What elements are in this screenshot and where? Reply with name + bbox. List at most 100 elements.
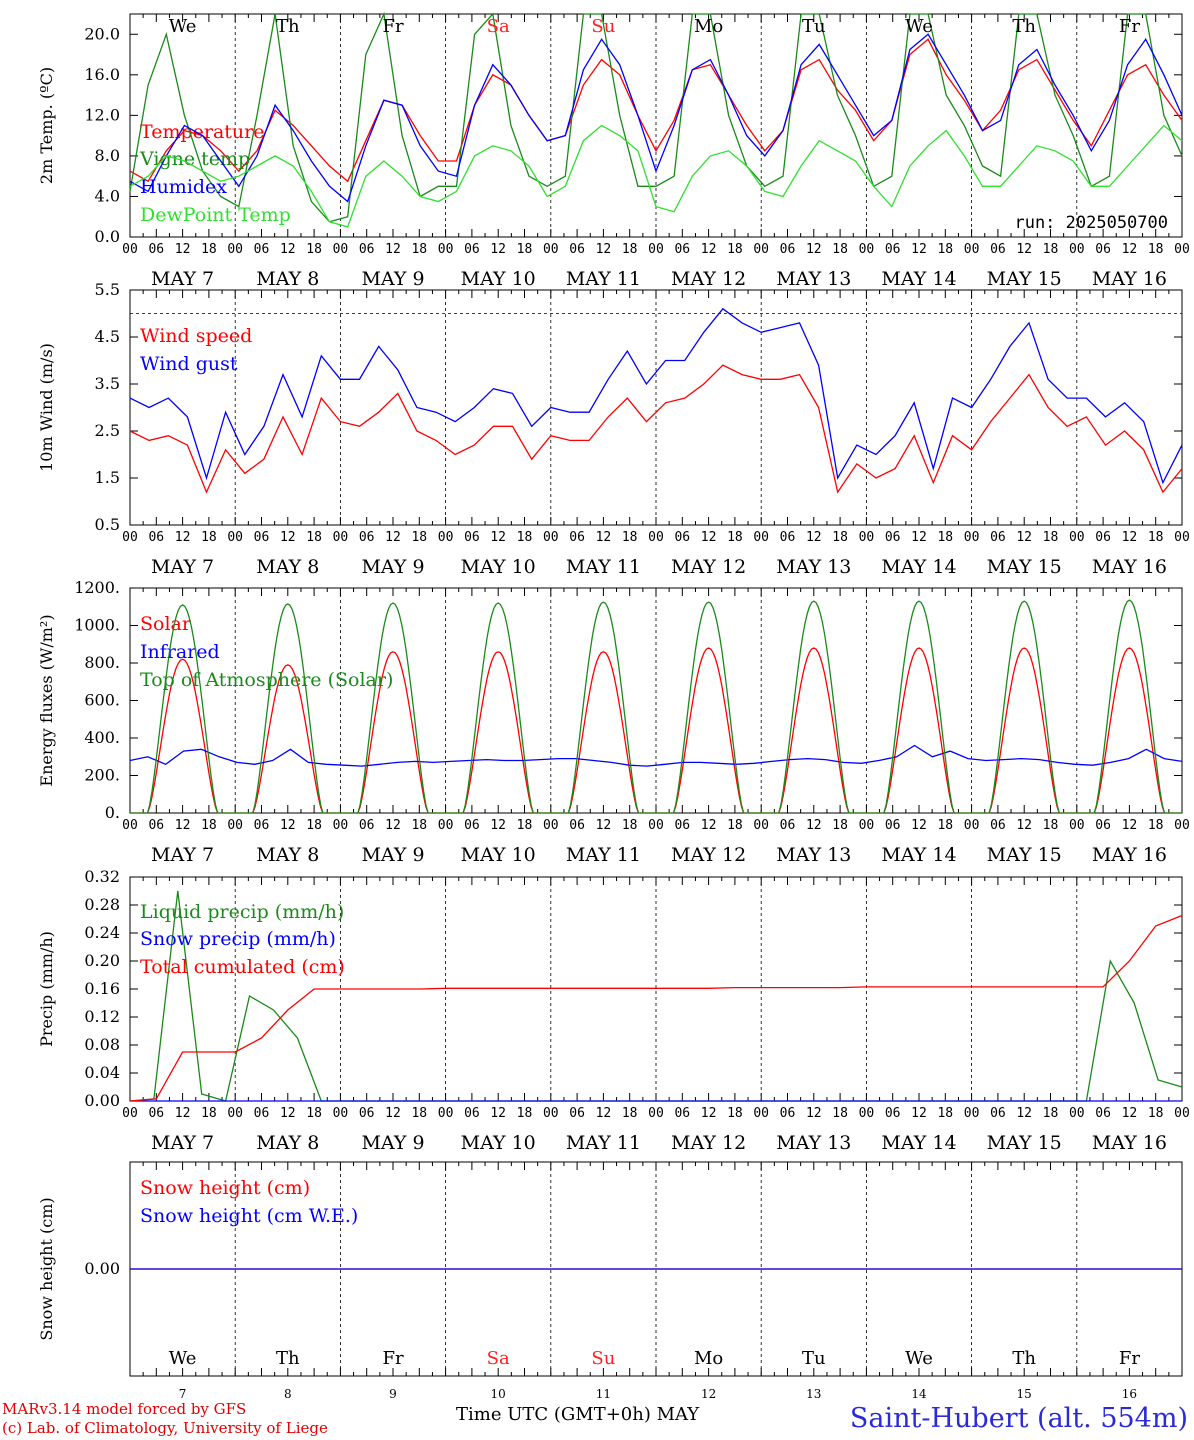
hour-tick-label: 18	[1043, 1106, 1059, 1121]
hour-tick-label: 12	[385, 530, 401, 545]
hour-tick-label: 00	[1069, 818, 1085, 833]
hour-tick-label: 12	[1122, 530, 1138, 545]
y-tick-label: 0.16	[84, 979, 120, 998]
hour-tick-label: 18	[517, 530, 533, 545]
date-label: MAY 7	[151, 268, 214, 290]
hour-tick-label: 06	[674, 1106, 690, 1121]
hour-tick-label: 18	[306, 1106, 322, 1121]
day-name-label: Th	[276, 16, 300, 37]
date-label: MAY 14	[881, 1132, 956, 1154]
hour-tick-label: 12	[1122, 1106, 1138, 1121]
date-number-label: 12	[701, 1387, 716, 1401]
series-line-wind-speed	[129, 364, 1183, 494]
hour-tick-label: 00	[543, 242, 559, 257]
day-name-label: Fr	[1119, 1348, 1140, 1369]
date-label: MAY 10	[461, 556, 536, 578]
date-label: MAY 13	[776, 556, 851, 578]
y-tick-label: 0.12	[84, 1007, 120, 1026]
y-tick-label: 12.0	[84, 105, 120, 124]
y-tick-label: 1000.	[74, 616, 120, 635]
hour-tick-label: 12	[175, 530, 191, 545]
hour-tick-label: 06	[148, 1106, 164, 1121]
y-axis-label: Precip (mm/h)	[37, 931, 56, 1047]
hour-tick-label: 00	[333, 818, 349, 833]
hour-tick-label: 00	[753, 818, 769, 833]
hour-tick-label: 18	[832, 530, 848, 545]
date-label: MAY 11	[566, 268, 641, 290]
hour-tick-label: 12	[1122, 242, 1138, 257]
y-tick-label: 1.5	[95, 468, 120, 487]
hour-tick-label: 18	[1148, 818, 1164, 833]
hour-tick-label: 06	[359, 242, 375, 257]
hour-tick-label: 18	[306, 530, 322, 545]
y-tick-label: 0.0	[95, 227, 120, 246]
hour-tick-label: 00	[753, 1106, 769, 1121]
hour-tick-label: 00	[648, 1106, 664, 1121]
day-name-label: Fr	[1119, 16, 1140, 37]
y-tick-label: 2.5	[95, 421, 120, 440]
legend-entry: Top of Atmosphere (Solar)	[140, 669, 393, 691]
hour-tick-label: 12	[911, 530, 927, 545]
hour-tick-label: 06	[1095, 1106, 1111, 1121]
hour-tick-label: 06	[674, 530, 690, 545]
hour-tick-label: 06	[464, 242, 480, 257]
hour-tick-label: 00	[438, 242, 454, 257]
hour-tick-label: 00	[543, 530, 559, 545]
hour-tick-label: 12	[1016, 1106, 1032, 1121]
date-label: MAY 13	[776, 844, 851, 866]
y-tick-label: 20.0	[84, 24, 120, 43]
hour-tick-label: 06	[569, 1106, 585, 1121]
time-axis-label: Time UTC (GMT+0h)	[456, 1404, 651, 1425]
date-label: MAY 11	[566, 556, 641, 578]
hour-tick-label: 12	[490, 242, 506, 257]
legend-entry: Infrared	[140, 641, 220, 663]
hour-tick-label: 18	[1043, 530, 1059, 545]
hour-tick-label: 00	[964, 818, 980, 833]
date-label: MAY 16	[1092, 268, 1167, 290]
y-tick-label: 3.5	[95, 374, 120, 393]
hour-tick-label: 18	[517, 818, 533, 833]
hour-tick-label: 00	[753, 530, 769, 545]
hour-tick-label: 00	[1174, 818, 1190, 833]
y-axis-label: 2m Temp. (ºC)	[37, 67, 56, 184]
day-name-label: We	[169, 1348, 197, 1369]
hour-tick-label: 12	[806, 1106, 822, 1121]
date-label: MAY 11	[566, 1132, 641, 1154]
date-label: MAY 10	[461, 268, 536, 290]
hour-tick-label: 18	[727, 1106, 743, 1121]
hour-tick-label: 00	[122, 818, 138, 833]
hour-tick-label: 06	[780, 530, 796, 545]
hour-tick-label: 00	[648, 242, 664, 257]
hour-tick-label: 00	[438, 818, 454, 833]
y-tick-label: 1200.	[74, 578, 120, 597]
hour-tick-label: 06	[1095, 242, 1111, 257]
y-tick-label: 4.0	[95, 186, 120, 205]
day-name-label: Mo	[694, 1348, 723, 1369]
hour-tick-label: 06	[569, 242, 585, 257]
hour-tick-label: 12	[1016, 242, 1032, 257]
date-number-label: 16	[1122, 1387, 1137, 1401]
hour-tick-label: 18	[306, 818, 322, 833]
hour-tick-label: 18	[411, 1106, 427, 1121]
day-name-label: Sa	[487, 16, 510, 37]
hour-tick-label: 12	[701, 1106, 717, 1121]
day-name-label: We	[905, 1348, 933, 1369]
credit-model: MARv3.14 model forced by GFS	[2, 1400, 247, 1418]
hour-tick-label: 06	[254, 1106, 270, 1121]
hour-tick-label: 00	[964, 1106, 980, 1121]
date-label: MAY 10	[461, 844, 536, 866]
hour-tick-label: 18	[727, 242, 743, 257]
hour-tick-label: 12	[280, 1106, 296, 1121]
hour-tick-label: 00	[1174, 1106, 1190, 1121]
hour-tick-label: 12	[280, 818, 296, 833]
date-label: MAY 7	[151, 844, 214, 866]
y-axis-label: Energy fluxes (W/m²)	[37, 614, 56, 786]
hour-tick-label: 00	[122, 530, 138, 545]
hour-tick-label: 18	[622, 242, 638, 257]
hour-tick-label: 18	[1148, 242, 1164, 257]
hour-tick-label: 00	[1069, 1106, 1085, 1121]
hour-tick-label: 00	[1069, 242, 1085, 257]
date-label: MAY 12	[671, 268, 746, 290]
date-label: MAY 12	[671, 556, 746, 578]
